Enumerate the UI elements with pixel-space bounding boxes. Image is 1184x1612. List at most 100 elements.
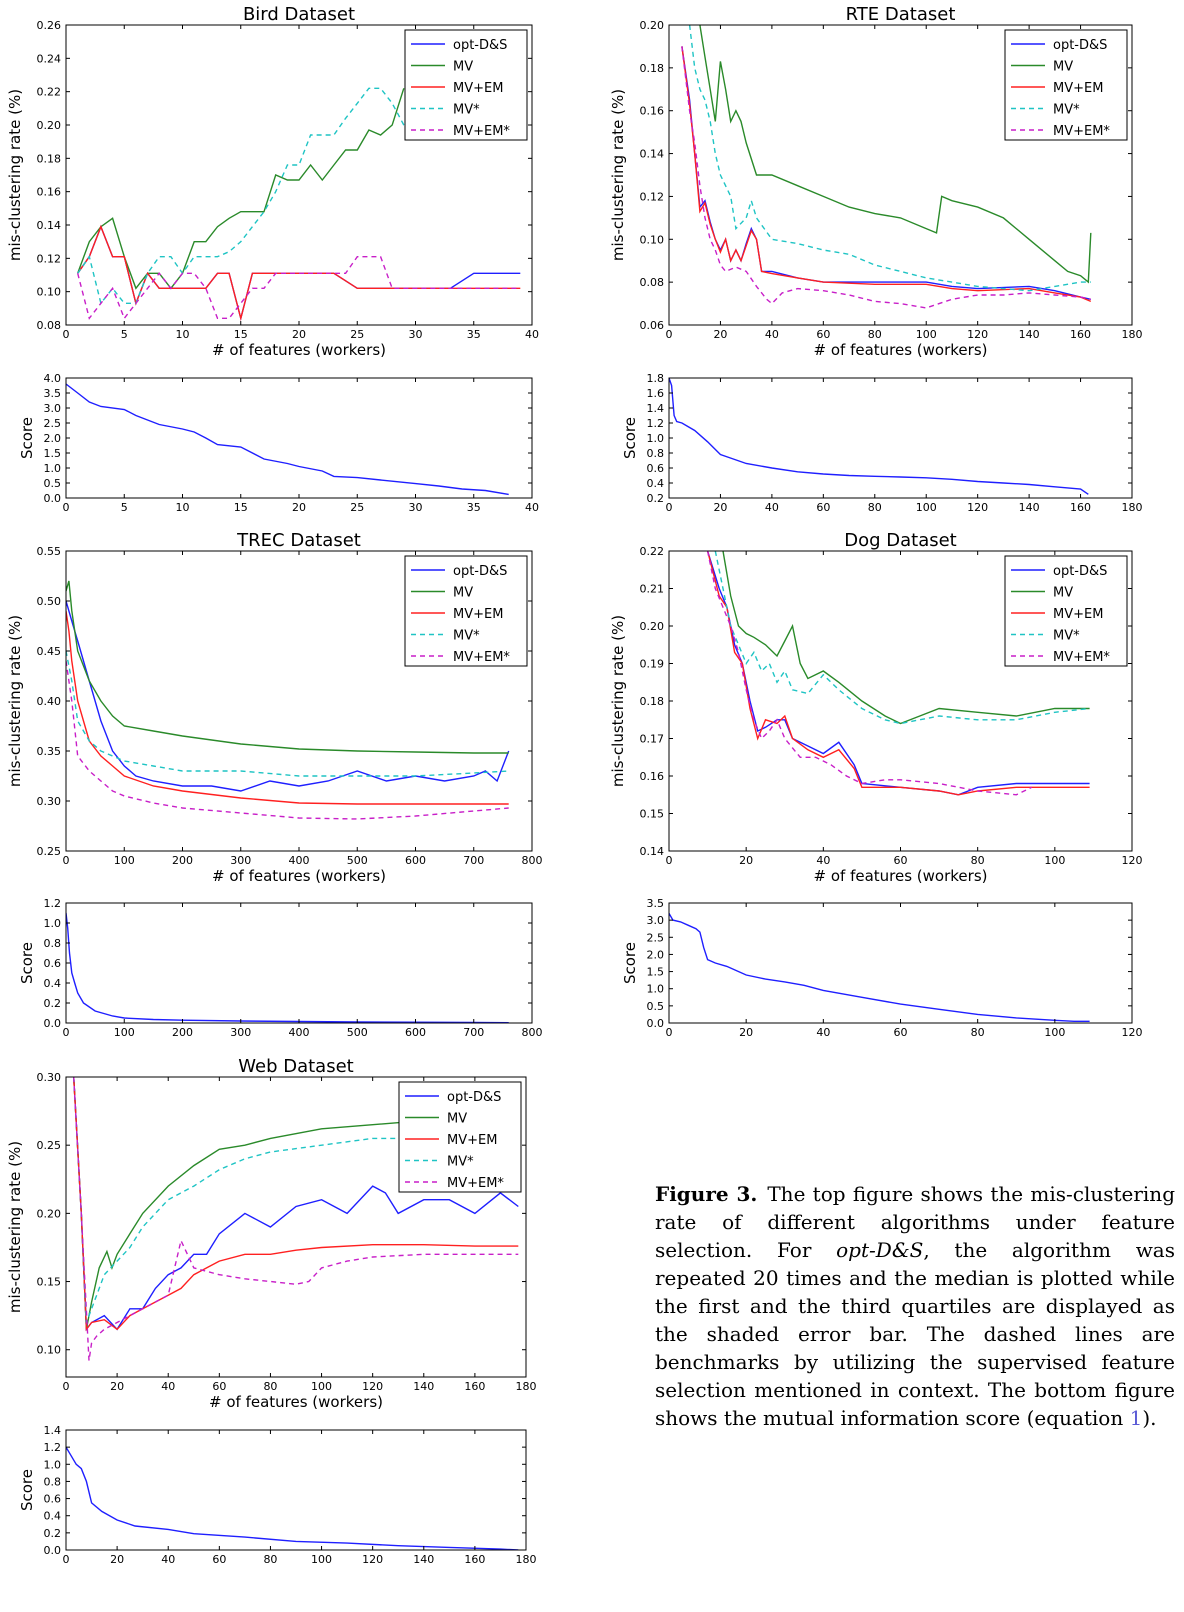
y-tick-label: 0.4 <box>44 1510 62 1523</box>
y-tick-label: 2.0 <box>647 948 665 961</box>
x-tick-label: 80 <box>868 328 882 341</box>
x-tick-label: 35 <box>467 328 481 341</box>
x-tick-label: 800 <box>522 1026 543 1039</box>
x-tick-label: 120 <box>1122 854 1143 867</box>
y-tick-label: 0.25 <box>37 845 62 858</box>
caption-text-c: ). <box>1142 1406 1157 1430</box>
legend-label: MV* <box>453 629 480 644</box>
chart-2: 0 5 10 15 20 25 30 35 40 0.0 0.5 1.0 1.5 2.0 2.5 3.0 3.5… <box>18 372 539 514</box>
y-tick-label: 0.17 <box>640 733 665 746</box>
x-tick-label: 60 <box>212 1553 226 1566</box>
series-line-opt-d-s <box>73 1077 519 1332</box>
y-tick-label: 1.6 <box>647 387 665 400</box>
legend-label: MV+EM* <box>453 124 510 139</box>
score-line <box>66 912 509 1023</box>
x-tick-label: 140 <box>413 1380 434 1393</box>
x-tick-label: 40 <box>816 854 830 867</box>
y-tick-label: 0.40 <box>37 695 62 708</box>
x-tick-label: 0 <box>63 501 70 514</box>
x-tick-label: 500 <box>347 854 368 867</box>
y-tick-label: 0.18 <box>37 152 62 165</box>
y-axis-label: Score <box>18 1469 36 1511</box>
chart-10: 0 20 40 60 80 100 120 140 160 180 0.0 0.2 0.4 0.6 0.8 1… <box>18 1424 537 1566</box>
score-line <box>66 1446 519 1550</box>
y-tick-label: 0.6 <box>647 462 665 475</box>
x-tick-label: 20 <box>713 328 727 341</box>
y-axis-label: mis-clustering rate (%) <box>609 615 627 787</box>
x-tick-label: 20 <box>739 854 753 867</box>
y-tick-label: 0.6 <box>44 1493 62 1506</box>
x-tick-label: 100 <box>114 854 135 867</box>
y-tick-label: 0.19 <box>640 658 665 671</box>
y-tick-label: 1.5 <box>647 966 665 979</box>
y-tick-label: 0.12 <box>37 252 62 265</box>
y-tick-label: 0.20 <box>37 119 62 132</box>
legend-label: opt-D&S <box>453 38 507 53</box>
legend-label: MV* <box>453 103 480 118</box>
x-tick-label: 140 <box>413 1553 434 1566</box>
x-tick-label: 60 <box>816 328 830 341</box>
y-axis-label: mis-clustering rate (%) <box>6 615 24 787</box>
y-tick-label: 1.2 <box>44 897 62 910</box>
x-tick-label: 40 <box>161 1380 175 1393</box>
x-tick-label: 100 <box>311 1380 332 1393</box>
y-tick-label: 1.0 <box>44 462 62 475</box>
x-tick-label: 0 <box>666 1026 673 1039</box>
plot-frame <box>65 1076 527 1378</box>
legend: opt-D&S MV MV+EM MV* MV+EM* <box>1004 555 1128 667</box>
chart-7: 0 20 40 60 80 100 120 0.14 0.15 0.16 0.17 0.18 0.19 0… <box>609 530 1143 885</box>
y-tick-label: 0.2 <box>647 492 665 505</box>
legend-label: MV+EM <box>453 607 503 622</box>
x-tick-label: 20 <box>292 328 306 341</box>
x-tick-label: 180 <box>1122 328 1143 341</box>
y-tick-label: 0.08 <box>640 276 665 289</box>
x-tick-label: 0 <box>63 328 70 341</box>
x-tick-label: 40 <box>161 1553 175 1566</box>
x-tick-label: 160 <box>464 1380 485 1393</box>
y-tick-label: 4.0 <box>44 372 62 385</box>
chart-title: Web Dataset <box>238 1056 353 1077</box>
y-tick-label: 0.21 <box>640 583 665 596</box>
caption-equation-link[interactable]: 1 <box>1129 1406 1143 1430</box>
legend-label: MV+EM* <box>1053 124 1110 139</box>
series-line-mv- <box>714 551 1090 725</box>
legend-label: MV <box>447 1112 467 1127</box>
series-line-mv-em- <box>66 660 509 820</box>
caption-label: Figure 3. <box>655 1182 758 1206</box>
legend-label: MV+EM <box>1053 607 1103 622</box>
y-tick-label: 1.0 <box>647 983 665 996</box>
y-axis-label: Score <box>621 942 639 984</box>
y-axis-label: mis-clustering rate (%) <box>6 1141 24 1313</box>
x-tick-label: 180 <box>1122 501 1143 514</box>
y-tick-label: 0.0 <box>44 1017 62 1030</box>
x-axis-label: # of features (workers) <box>814 341 988 359</box>
y-axis-label: Score <box>18 417 36 459</box>
x-tick-label: 700 <box>463 1026 484 1039</box>
y-tick-label: 0.06 <box>640 319 665 332</box>
x-tick-label: 160 <box>1070 328 1091 341</box>
chart-title: Bird Dataset <box>243 4 355 25</box>
y-tick-label: 1.0 <box>44 917 62 930</box>
x-tick-label: 20 <box>713 501 727 514</box>
y-tick-label: 0.22 <box>37 86 62 99</box>
x-tick-label: 80 <box>971 854 985 867</box>
y-tick-label: 0.10 <box>37 1344 62 1357</box>
y-tick-label: 0.18 <box>640 62 665 75</box>
x-tick-label: 35 <box>467 501 481 514</box>
x-tick-label: 400 <box>289 1026 310 1039</box>
y-axis-label: Score <box>621 417 639 459</box>
legend-label: MV+EM <box>447 1133 497 1148</box>
x-tick-label: 600 <box>405 1026 426 1039</box>
series-line-mv-em <box>73 1077 519 1332</box>
series-line-mv <box>699 25 1092 284</box>
series-line-mv-em- <box>73 1077 519 1361</box>
chart-6: 0 100 200 300 400 500 600 700 800 0.0 0.2 0.4 0.6 0.8… <box>18 897 543 1039</box>
x-tick-label: 100 <box>114 1026 135 1039</box>
figure-caption: Figure 3. The top figure shows the mis-cl… <box>655 1180 1175 1432</box>
chart-4: 0 20 40 60 80 100 120 140 160 180 0.2 0.4 0.6 0.8 1.0 1… <box>621 372 1143 514</box>
legend: opt-D&S MV MV+EM MV* MV+EM* <box>404 29 528 141</box>
x-tick-label: 0 <box>666 501 673 514</box>
x-tick-label: 10 <box>176 328 190 341</box>
x-tick-label: 60 <box>894 1026 908 1039</box>
y-tick-label: 1.2 <box>647 417 665 430</box>
